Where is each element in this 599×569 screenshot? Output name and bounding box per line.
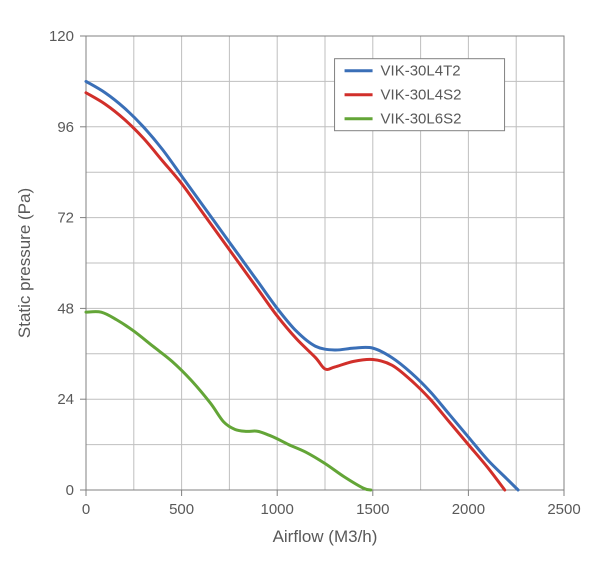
legend-label: VIK-30L4T2 (381, 63, 461, 80)
x-tick-label: 500 (169, 501, 194, 518)
x-tick-label: 1000 (261, 501, 294, 518)
x-axis-title: Airflow (M3/h) (273, 527, 378, 546)
y-tick-label: 120 (49, 28, 74, 45)
legend: VIK-30L4T2 VIK-30L4S2 VIK-30L6S2 (335, 59, 505, 131)
x-tick-label: 2500 (547, 501, 580, 518)
x-tick-label: 1500 (356, 501, 389, 518)
y-tick-label: 96 (57, 119, 74, 136)
x-tick-label: 2000 (452, 501, 485, 518)
legend-label: VIK-30L6S2 (381, 111, 462, 128)
x-tick-label: 0 (82, 501, 90, 518)
chart-bg (0, 0, 599, 569)
y-tick-label: 24 (57, 391, 74, 408)
legend-label: VIK-30L4S2 (381, 87, 462, 104)
y-tick-label: 0 (66, 482, 74, 499)
y-tick-label: 48 (57, 300, 74, 317)
y-tick-label: 72 (57, 210, 74, 227)
y-axis-title: Static pressure (Pa) (15, 188, 34, 338)
chart-svg: 0 500 1000 1500 2000 2500 0 24 48 72 96 120 Airflow … (0, 0, 599, 569)
fan-curve-chart: 0 500 1000 1500 2000 2500 0 24 48 72 96 120 Airflow … (0, 0, 599, 569)
